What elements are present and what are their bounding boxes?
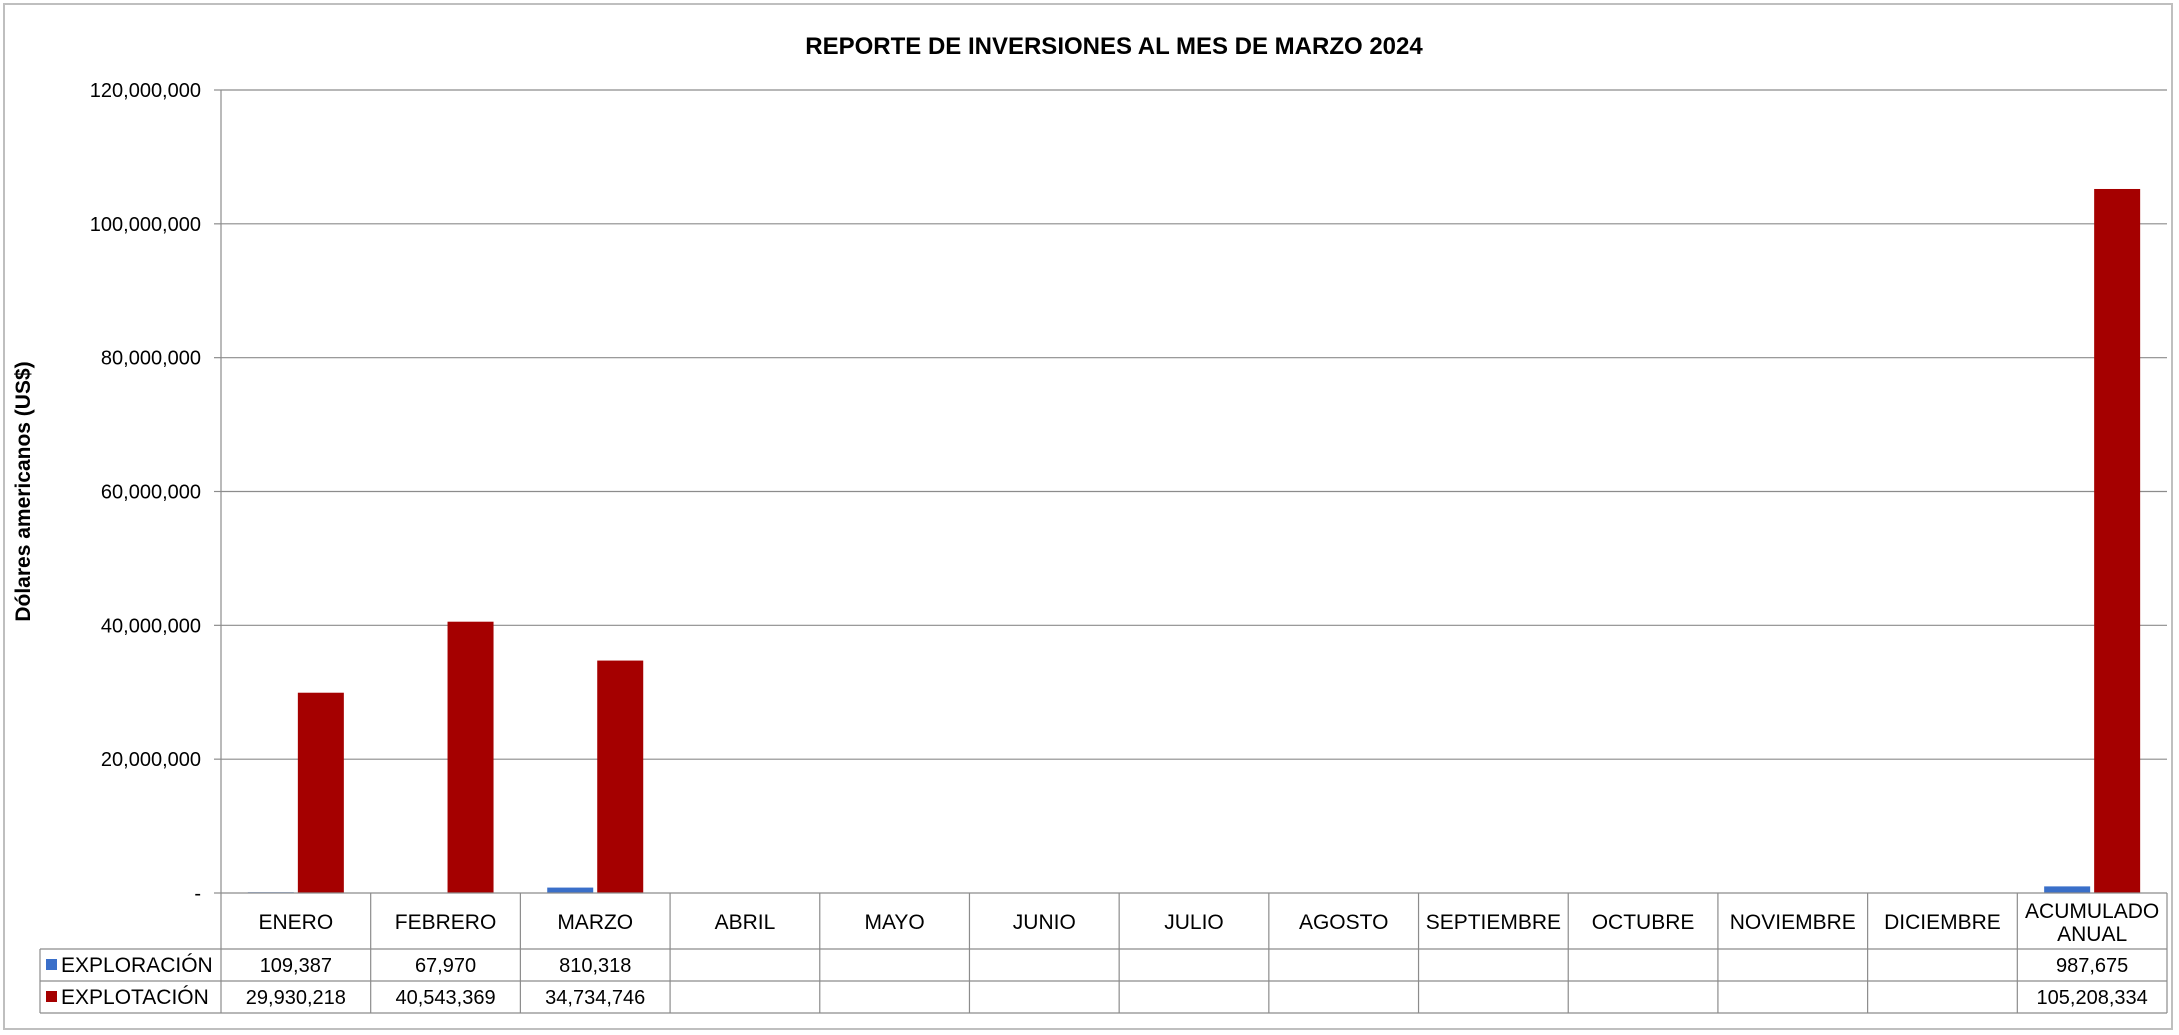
legend-key-explotacion [46, 991, 57, 1002]
y-tick-label: 20,000,000 [101, 749, 201, 771]
bar-explotacion [597, 660, 644, 893]
data-table-value: 34,734,746 [545, 987, 645, 1009]
x-category-label: OCTUBRE [1592, 911, 1695, 934]
bar-explotacion [447, 621, 494, 893]
x-category-label: SEPTIEMBRE [1426, 911, 1561, 934]
bar-explotacion [2094, 188, 2141, 893]
data-table-value: 67,970 [415, 955, 476, 977]
bar-exploracion [547, 887, 594, 893]
y-tick-label: - [194, 883, 201, 905]
x-category-label: ACUMULADO [2025, 900, 2159, 923]
x-category-label: NOVIEMBRE [1730, 911, 1856, 934]
chart-title: REPORTE DE INVERSIONES AL MES DE MARZO 2… [805, 33, 1423, 60]
x-category-label: DICIEMBRE [1884, 911, 2001, 934]
x-category-label: ANUAL [2057, 923, 2127, 946]
y-tick-label: 80,000,000 [101, 348, 201, 370]
x-category-label: FEBRERO [395, 911, 497, 934]
x-category-label: ABRIL [715, 911, 776, 934]
chart-frame [3, 3, 2173, 1030]
x-category-label: JULIO [1164, 911, 1224, 934]
legend-label: EXPLORACIÓN [61, 954, 213, 977]
bar-exploracion [2044, 886, 2091, 893]
x-category-label: ENERO [259, 911, 334, 934]
y-tick-label: 100,000,000 [90, 214, 201, 236]
x-category-label: MAYO [864, 911, 924, 934]
data-table-value: 987,675 [2056, 955, 2128, 977]
legend-label: EXPLOTACIÓN [61, 986, 209, 1009]
y-tick-label: 60,000,000 [101, 482, 201, 504]
y-axis-label: Dólares americanos (US$) [12, 361, 35, 621]
x-category-label: JUNIO [1013, 911, 1076, 934]
y-tick-label: 120,000,000 [90, 80, 201, 102]
data-table-value: 105,208,334 [2037, 987, 2148, 1009]
bar-explotacion [297, 692, 344, 893]
x-category-label: MARZO [557, 911, 633, 934]
data-table-value: 40,543,369 [395, 987, 495, 1009]
legend-key-exploracion [46, 959, 57, 970]
data-table-value: 810,318 [559, 955, 631, 977]
data-table-value: 109,387 [260, 955, 332, 977]
x-category-label: AGOSTO [1299, 911, 1388, 934]
data-table-value: 29,930,218 [246, 987, 346, 1009]
y-tick-label: 40,000,000 [101, 615, 201, 637]
